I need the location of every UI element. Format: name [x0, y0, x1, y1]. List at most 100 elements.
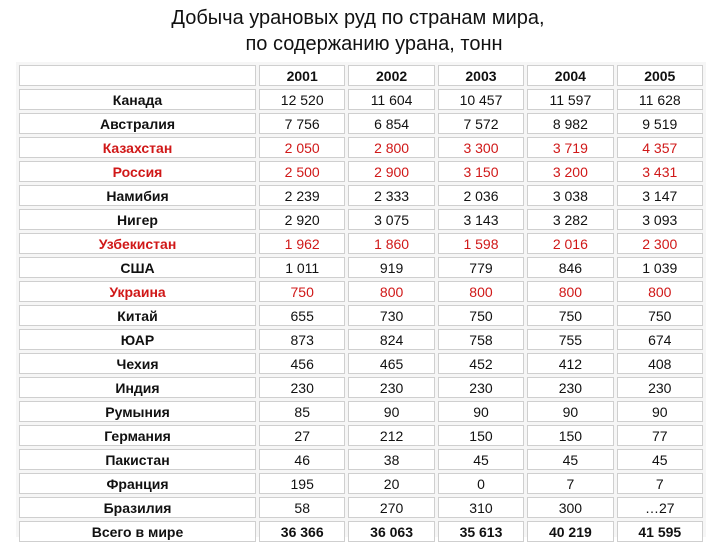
value-cell: 408 [616, 353, 703, 374]
total-value-cell: 36 063 [348, 521, 435, 542]
value-cell: 6 854 [348, 113, 435, 134]
value-cell: 800 [527, 281, 614, 302]
value-cell: 4 357 [616, 137, 703, 158]
country-cell: Пакистан [19, 449, 256, 470]
header-cell-2005: 2005 [616, 65, 703, 86]
header-cell-2004: 2004 [527, 65, 614, 86]
value-cell: 90 [616, 401, 703, 422]
country-cell: Россия [19, 161, 256, 182]
value-cell: 2 016 [527, 233, 614, 254]
value-cell: 12 520 [259, 89, 346, 110]
total-value-cell: 36 366 [259, 521, 346, 542]
value-cell: 2 050 [259, 137, 346, 158]
country-cell: Германия [19, 425, 256, 446]
title-line-2: по содержанию урана, тонн [245, 33, 503, 55]
country-cell: ЮАР [19, 329, 256, 350]
value-cell: 77 [616, 425, 703, 446]
value-cell: 730 [348, 305, 435, 326]
value-cell: 3 143 [437, 209, 525, 230]
header-cell-2002: 2002 [348, 65, 435, 86]
value-cell: 58 [259, 497, 346, 518]
value-cell: 230 [348, 377, 435, 398]
value-cell: 465 [348, 353, 435, 374]
value-cell: 1 860 [348, 233, 435, 254]
country-cell: Франция [19, 473, 256, 494]
header-row: 2001 2002 2003 2004 2005 [19, 65, 703, 86]
value-cell: 3 282 [527, 209, 614, 230]
value-cell: 1 962 [259, 233, 346, 254]
value-cell: 800 [437, 281, 525, 302]
value-cell: 750 [616, 305, 703, 326]
country-cell: Нигер [19, 209, 256, 230]
table-row: Румыния 85 90 90 90 90 [19, 401, 703, 422]
value-cell: 2 800 [348, 137, 435, 158]
value-cell: 45 [527, 449, 614, 470]
table-row: Узбекистан 1 962 1 860 1 598 2 016 2 300 [19, 233, 703, 254]
value-cell: 2 300 [616, 233, 703, 254]
value-cell: 3 038 [527, 185, 614, 206]
table-body: Канада 12 520 11 604 10 457 11 597 11 628 Авст… [19, 89, 703, 542]
value-cell: 230 [437, 377, 525, 398]
value-cell: 150 [437, 425, 525, 446]
value-cell: 824 [348, 329, 435, 350]
value-cell: 779 [437, 257, 525, 278]
value-cell: 0 [437, 473, 525, 494]
value-cell: 230 [616, 377, 703, 398]
country-cell: Китай [19, 305, 256, 326]
value-cell: 1 039 [616, 257, 703, 278]
value-cell: 45 [616, 449, 703, 470]
table-row: Бразилия 58 270 310 300 …27 [19, 497, 703, 518]
value-cell: 2 239 [259, 185, 346, 206]
value-cell: 755 [527, 329, 614, 350]
table-row: Индия 230 230 230 230 230 [19, 377, 703, 398]
value-cell: 3 147 [616, 185, 703, 206]
value-cell: 750 [259, 281, 346, 302]
table-row: Украина 750 800 800 800 800 [19, 281, 703, 302]
value-cell: 3 200 [527, 161, 614, 182]
table-row: Пакистан 46 38 45 45 45 [19, 449, 703, 470]
value-cell: 11 604 [348, 89, 435, 110]
table-row: Нигер 2 920 3 075 3 143 3 282 3 093 [19, 209, 703, 230]
total-row: Всего в мире 36 366 36 063 35 613 40 219 41 5… [19, 521, 703, 542]
value-cell: 10 457 [437, 89, 525, 110]
value-cell: 90 [527, 401, 614, 422]
value-cell: 2 500 [259, 161, 346, 182]
value-cell: 230 [527, 377, 614, 398]
table-row: Китай 655 730 750 750 750 [19, 305, 703, 326]
value-cell: 758 [437, 329, 525, 350]
country-cell: Канада [19, 89, 256, 110]
value-cell: …27 [616, 497, 703, 518]
value-cell: 919 [348, 257, 435, 278]
value-cell: 750 [437, 305, 525, 326]
value-cell: 212 [348, 425, 435, 446]
value-cell: 452 [437, 353, 525, 374]
table-row: Чехия 456 465 452 412 408 [19, 353, 703, 374]
value-cell: 230 [259, 377, 346, 398]
value-cell: 456 [259, 353, 346, 374]
total-value-cell: 41 595 [616, 521, 703, 542]
value-cell: 412 [527, 353, 614, 374]
value-cell: 38 [348, 449, 435, 470]
value-cell: 11 597 [527, 89, 614, 110]
title-line-1: Добыча урановых руд по странам мира, [171, 7, 545, 29]
country-cell: Узбекистан [19, 233, 256, 254]
value-cell: 800 [616, 281, 703, 302]
country-cell: Намибия [19, 185, 256, 206]
total-value-cell: 35 613 [437, 521, 525, 542]
value-cell: 90 [437, 401, 525, 422]
table-row: Германия 27 212 150 150 77 [19, 425, 703, 446]
table-row: Казахстан 2 050 2 800 3 300 3 719 4 357 [19, 137, 703, 158]
table-row: Россия 2 500 2 900 3 150 3 200 3 431 [19, 161, 703, 182]
value-cell: 27 [259, 425, 346, 446]
table-row: Намибия 2 239 2 333 2 036 3 038 3 147 [19, 185, 703, 206]
value-cell: 45 [437, 449, 525, 470]
total-label-cell: Всего в мире [19, 521, 256, 542]
value-cell: 270 [348, 497, 435, 518]
header-cell-2001: 2001 [259, 65, 346, 86]
value-cell: 3 719 [527, 137, 614, 158]
value-cell: 846 [527, 257, 614, 278]
country-cell: Чехия [19, 353, 256, 374]
value-cell: 11 628 [616, 89, 703, 110]
value-cell: 300 [527, 497, 614, 518]
table-row: США 1 011 919 779 846 1 039 [19, 257, 703, 278]
